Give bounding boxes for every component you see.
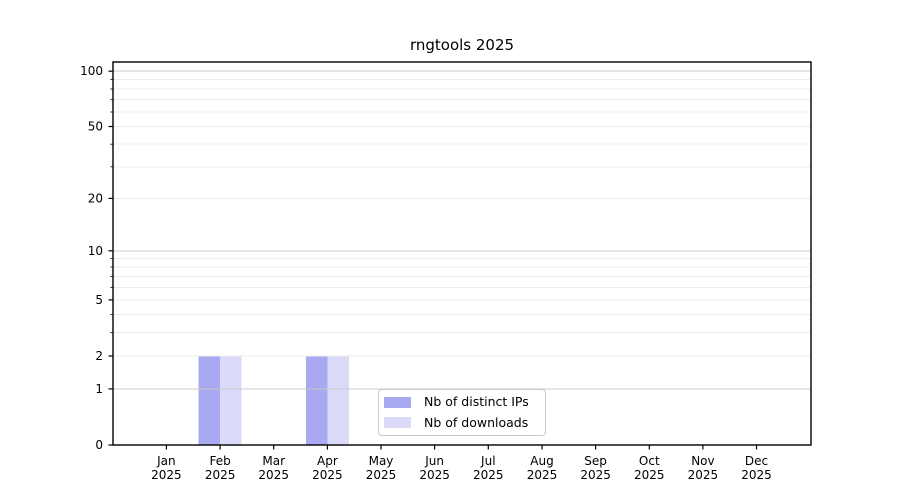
x-tick-label-month: Mar bbox=[262, 454, 285, 468]
bar-nb-of-distinct-ips-feb bbox=[198, 356, 221, 445]
legend-swatch-distinct-ips bbox=[384, 396, 411, 408]
x-tick-label-month: May bbox=[369, 454, 394, 468]
x-tick-label-year: 2025 bbox=[580, 468, 611, 482]
y-tick-label: 0 bbox=[95, 438, 103, 452]
bar-nb-of-downloads-apr bbox=[327, 356, 349, 445]
x-tick-label-year: 2025 bbox=[419, 468, 450, 482]
y-tick-label: 1 bbox=[95, 382, 103, 396]
legend-label-downloads: Nb of downloads bbox=[424, 415, 529, 430]
x-tick-label-month: Jul bbox=[480, 454, 495, 468]
legend: Nb of distinct IPs Nb of downloads bbox=[378, 389, 546, 436]
x-tick-label-month: Feb bbox=[209, 454, 230, 468]
bar-nb-of-distinct-ips-apr bbox=[306, 356, 328, 445]
x-tick-label-year: 2025 bbox=[473, 468, 504, 482]
x-tick-label-year: 2025 bbox=[527, 468, 558, 482]
x-tick-label-month: Nov bbox=[691, 454, 714, 468]
x-tick-label-month: Sep bbox=[584, 454, 607, 468]
x-tick-label-year: 2025 bbox=[205, 468, 236, 482]
x-tick-label-month: Jun bbox=[424, 454, 444, 468]
plot-border bbox=[112, 61, 812, 446]
x-tick-label-year: 2025 bbox=[366, 468, 397, 482]
y-tick-label: 5 bbox=[95, 293, 103, 307]
y-tick-label: 100 bbox=[80, 64, 103, 78]
x-tick-label-month: Aug bbox=[530, 454, 553, 468]
chart-title: rngtools 2025 bbox=[409, 36, 515, 54]
x-tick-label-year: 2025 bbox=[258, 468, 289, 482]
x-tick-label-month: Oct bbox=[639, 454, 660, 468]
x-tick-label-year: 2025 bbox=[634, 468, 665, 482]
legend-swatch-downloads bbox=[384, 417, 411, 429]
x-tick-label-year: 2025 bbox=[741, 468, 772, 482]
y-tick-label: 20 bbox=[88, 191, 103, 205]
legend-label-distinct-ips: Nb of distinct IPs bbox=[424, 394, 529, 410]
y-tick-label: 2 bbox=[95, 349, 103, 363]
x-tick-label-month: Dec bbox=[745, 454, 768, 468]
x-tick-label-year: 2025 bbox=[151, 468, 182, 482]
bar-nb-of-downloads-feb bbox=[220, 356, 242, 445]
x-tick-label-year: 2025 bbox=[312, 468, 343, 482]
y-tick-label: 50 bbox=[88, 120, 103, 134]
x-tick-label-month: Jan bbox=[156, 454, 176, 468]
y-tick-label: 10 bbox=[88, 244, 103, 258]
legend-item-downloads: Nb of downloads bbox=[384, 416, 537, 430]
legend-item-distinct-ips: Nb of distinct IPs bbox=[384, 395, 537, 409]
x-tick-label-month: Apr bbox=[317, 454, 338, 468]
x-tick-label-year: 2025 bbox=[688, 468, 719, 482]
